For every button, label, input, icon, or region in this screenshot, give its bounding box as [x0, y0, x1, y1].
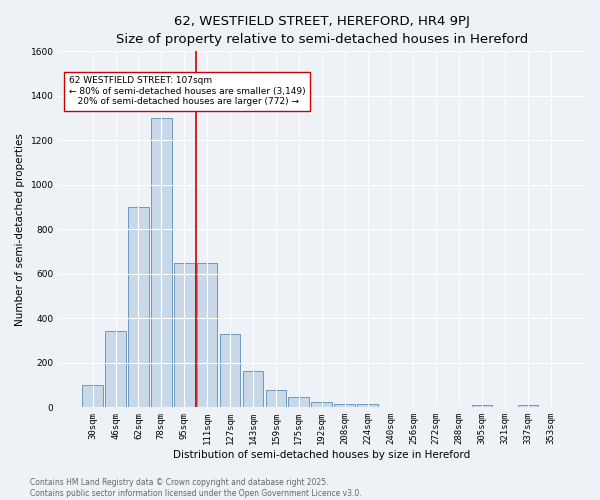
Text: 62 WESTFIELD STREET: 107sqm
← 80% of semi-detached houses are smaller (3,149)
  : 62 WESTFIELD STREET: 107sqm ← 80% of sem… [69, 76, 305, 106]
Bar [82, 385, 103, 407]
Bar [242, 370, 263, 408]
Bar [197, 262, 217, 408]
Bar [266, 390, 286, 407]
Y-axis label: Number of semi-detached properties: Number of semi-detached properties [15, 133, 25, 326]
Bar [311, 402, 332, 407]
Bar [357, 404, 378, 407]
Bar [105, 330, 126, 407]
X-axis label: Distribution of semi-detached houses by size in Hereford: Distribution of semi-detached houses by … [173, 450, 470, 460]
Bar [289, 398, 309, 407]
Bar [334, 404, 355, 407]
Bar [220, 334, 241, 407]
Bar [174, 262, 194, 408]
Bar [128, 207, 149, 408]
Bar [518, 405, 538, 407]
Text: Contains HM Land Registry data © Crown copyright and database right 2025.
Contai: Contains HM Land Registry data © Crown c… [30, 478, 362, 498]
Bar [151, 118, 172, 408]
Bar [472, 405, 493, 407]
Title: 62, WESTFIELD STREET, HEREFORD, HR4 9PJ
Size of property relative to semi-detach: 62, WESTFIELD STREET, HEREFORD, HR4 9PJ … [116, 15, 528, 46]
